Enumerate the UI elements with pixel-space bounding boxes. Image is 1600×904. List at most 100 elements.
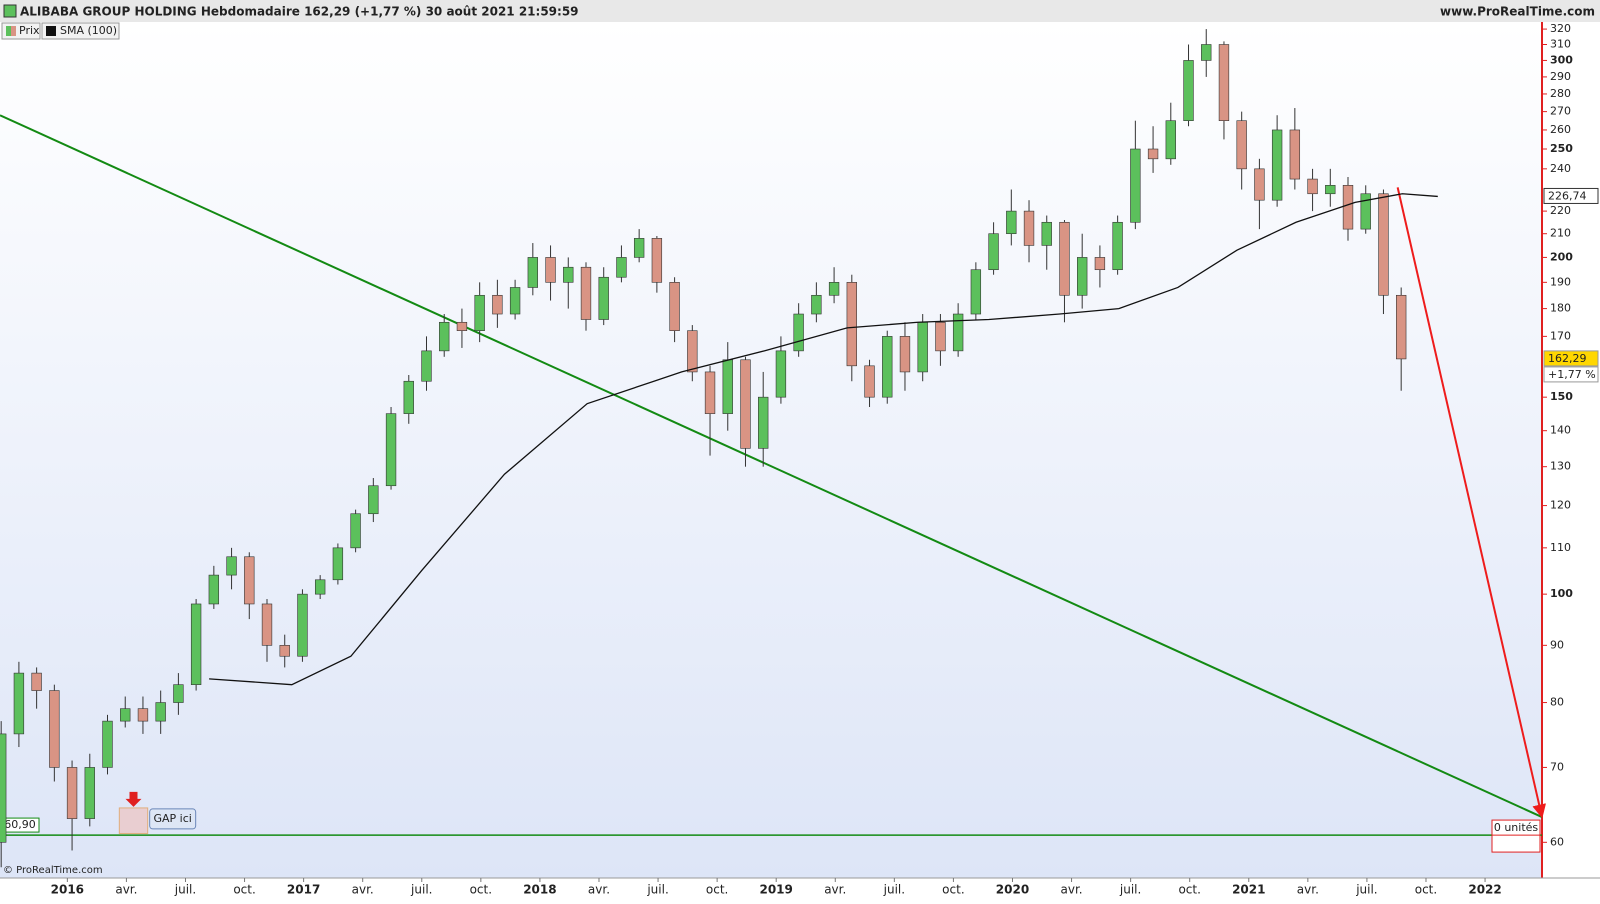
- candle-body: [1325, 185, 1336, 195]
- candle-body: [368, 485, 379, 515]
- y-tick-label: 180: [1550, 302, 1571, 315]
- legend: Prix SMA (100): [1, 22, 120, 40]
- candle-body: [492, 294, 503, 315]
- last-price-tag: [1543, 350, 1599, 367]
- y-tick-label: 170: [1550, 329, 1571, 342]
- x-tick-label: avr.: [1061, 883, 1083, 897]
- candle-body: [1077, 257, 1088, 296]
- candle-body: [421, 350, 432, 382]
- candle-body: [31, 672, 42, 691]
- sma-tag: [1543, 187, 1599, 204]
- candle-body: [651, 238, 663, 283]
- candle-body: [669, 282, 680, 331]
- legend-label: SMA (100): [60, 24, 117, 37]
- candle-body: [474, 294, 485, 331]
- candle-body: [775, 350, 787, 398]
- candle-body: [828, 282, 840, 296]
- candle-body: [137, 708, 149, 722]
- legend-label: Prix: [19, 24, 40, 37]
- candle-body: [155, 702, 166, 722]
- candle-body: [173, 684, 184, 703]
- y-tick-label: 110: [1550, 541, 1571, 554]
- x-tick-label: 2019: [759, 883, 792, 897]
- gap-label-box: [149, 808, 197, 830]
- y-tick-label: 250: [1550, 142, 1573, 155]
- candle-body: [1130, 148, 1141, 223]
- y-tick-label: 140: [1550, 424, 1571, 437]
- position-tag: [1491, 819, 1541, 853]
- y-tick-label: 90: [1550, 638, 1564, 651]
- header-bar: [0, 0, 1600, 22]
- candle-body: [385, 413, 397, 487]
- support-label: 60,90: [4, 818, 36, 831]
- source: www.ProRealTime.com: [1440, 5, 1595, 19]
- candle-body: [1289, 129, 1301, 180]
- x-tick-label: 2018: [523, 883, 556, 897]
- candle-body: [1360, 193, 1371, 230]
- candle-body: [0, 733, 7, 843]
- x-tick-label: juil.: [1119, 883, 1141, 897]
- x-tick-label: avr.: [352, 883, 374, 897]
- candle-body: [899, 336, 911, 373]
- y-tick-label: 80: [1550, 696, 1564, 709]
- legend-swatch: [6, 26, 11, 36]
- candle-body: [1165, 120, 1176, 160]
- candle-body: [350, 513, 361, 549]
- y-tick-label: 70: [1550, 760, 1564, 773]
- copyright: © ProRealTime.com: [3, 865, 103, 876]
- y-tick-label: 210: [1550, 227, 1571, 240]
- candle-body: [988, 233, 999, 271]
- candle-body: [633, 238, 645, 258]
- gap-box: [118, 807, 149, 834]
- candle-body: [722, 359, 733, 414]
- x-tick-label: avr.: [1297, 883, 1319, 897]
- candle-body: [102, 720, 113, 768]
- candle-body: [13, 672, 25, 735]
- candle-body: [1201, 44, 1212, 61]
- candle-body: [1006, 210, 1017, 235]
- candle-body: [456, 321, 468, 331]
- candle-body: [1307, 178, 1318, 195]
- x-tick-label: avr.: [588, 883, 610, 897]
- legend-item[interactable]: [41, 22, 120, 40]
- x-tick-label: juil.: [410, 883, 432, 897]
- x-tick-label: oct.: [233, 883, 255, 897]
- legend-swatch: [46, 26, 56, 36]
- x-tick-label: juil.: [174, 883, 196, 897]
- gap-arrow: [125, 791, 142, 807]
- candle-body: [527, 257, 538, 288]
- header-icon: [3, 4, 17, 18]
- x-tick-label: 2017: [287, 883, 320, 897]
- candle-body: [1023, 210, 1035, 246]
- candle-body: [509, 287, 521, 315]
- sma-label: 226,74: [1548, 189, 1587, 202]
- y-tick-label: 190: [1550, 275, 1571, 288]
- candle-body: [580, 266, 592, 320]
- candle-body: [244, 556, 255, 605]
- y-tick-label: 310: [1550, 38, 1571, 51]
- candle-body: [208, 574, 220, 605]
- candle-body: [439, 321, 450, 352]
- candle-body: [1342, 185, 1354, 230]
- candle-body: [563, 266, 574, 283]
- candle-body: [1041, 221, 1052, 246]
- y-tick-label: 240: [1550, 162, 1571, 175]
- candle-body: [952, 313, 964, 352]
- candle-body: [1254, 168, 1265, 201]
- candle-body: [1236, 120, 1247, 170]
- candle-body: [120, 708, 131, 722]
- y-tick-label: 150: [1550, 390, 1573, 403]
- x-tick-label: oct.: [942, 883, 964, 897]
- candle-body: [84, 767, 95, 819]
- sma-line: [209, 193, 1438, 686]
- candle-body: [66, 767, 78, 819]
- x-tick-label: oct.: [1178, 883, 1200, 897]
- candle-body: [740, 359, 751, 449]
- candle-body: [1378, 193, 1389, 296]
- candle-body: [1218, 44, 1230, 122]
- x-tick-label: 2022: [1468, 883, 1501, 897]
- candle-body: [793, 313, 804, 352]
- candle-body: [616, 257, 627, 278]
- x-tick-label: oct.: [706, 883, 728, 897]
